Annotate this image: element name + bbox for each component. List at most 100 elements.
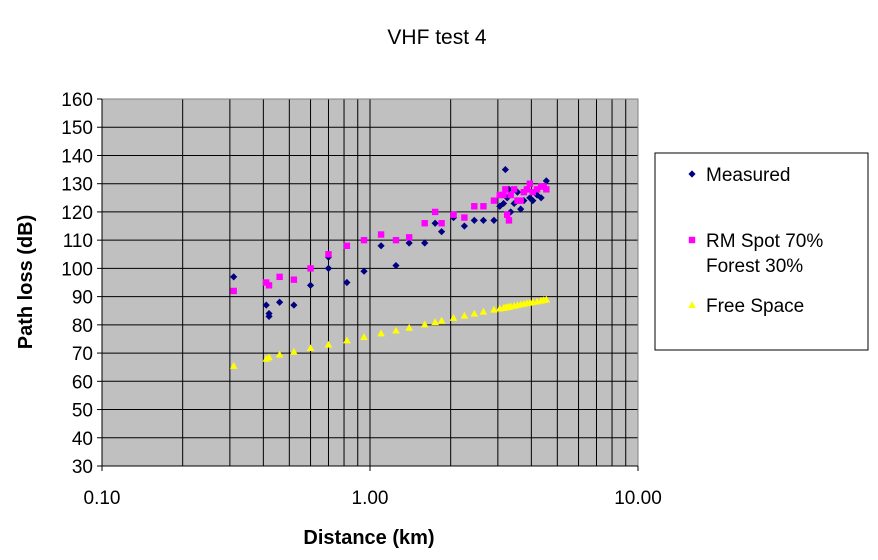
data-point xyxy=(392,326,400,334)
data-point xyxy=(360,236,368,244)
data-point xyxy=(230,273,238,281)
y-tick-label: 80 xyxy=(72,316,93,337)
y-tick-label: 150 xyxy=(61,118,93,139)
y-tick-label: 140 xyxy=(61,146,93,167)
data-point xyxy=(437,316,446,324)
data-point xyxy=(510,199,518,208)
data-point xyxy=(479,307,488,315)
y-tick-label: 110 xyxy=(63,231,93,252)
legend-label-line: RM Spot 70% xyxy=(706,231,823,252)
y-tick-label: 90 xyxy=(72,288,93,309)
y-axis-label: Path loss (dB) xyxy=(15,215,37,349)
data-point xyxy=(480,203,487,210)
data-point xyxy=(490,305,498,313)
data-point xyxy=(461,214,468,221)
data-point xyxy=(502,186,509,193)
data-point xyxy=(542,295,551,303)
data-point xyxy=(377,329,385,337)
data-point xyxy=(517,197,524,204)
legend-marker xyxy=(688,170,696,178)
data-point xyxy=(523,186,531,193)
x-tick-label: 10.00 xyxy=(614,488,662,509)
data-point xyxy=(438,228,446,236)
y-tick-label: 50 xyxy=(72,401,93,422)
data-point xyxy=(343,278,351,287)
data-point xyxy=(290,276,298,283)
data-point xyxy=(307,265,314,272)
data-point xyxy=(306,281,315,289)
x-axis-label: Distance (km) xyxy=(303,527,434,549)
data-point xyxy=(306,344,315,352)
y-tick-label: 130 xyxy=(61,175,93,196)
data-point xyxy=(325,251,332,258)
legend-label: Measured xyxy=(706,165,791,186)
data-point xyxy=(405,234,413,241)
data-point xyxy=(420,320,429,328)
legend: Measured RM Spot 70% Forest 30% Free Space xyxy=(654,152,869,351)
data-point xyxy=(265,312,273,320)
legend-marker xyxy=(688,236,696,244)
data-point xyxy=(507,191,514,199)
data-point xyxy=(421,220,428,227)
data-point xyxy=(543,186,550,193)
data-point xyxy=(500,191,507,199)
data-point xyxy=(275,350,284,358)
y-tick-label: 120 xyxy=(61,203,93,224)
series-triangle xyxy=(229,295,551,369)
data-point xyxy=(377,231,385,238)
y-tick-label: 60 xyxy=(72,372,93,393)
legend-marker xyxy=(688,301,696,309)
data-point xyxy=(230,287,237,295)
data-point xyxy=(262,301,270,309)
data-point xyxy=(431,318,439,326)
data-point xyxy=(501,165,509,174)
data-point xyxy=(537,194,545,202)
legend-label: RM Spot 70% Forest 30% xyxy=(706,231,823,277)
data-point xyxy=(505,185,513,193)
y-tick-label: 40 xyxy=(72,429,93,450)
data-point xyxy=(471,203,478,210)
data-point xyxy=(276,298,284,306)
data-point xyxy=(290,301,298,309)
data-point xyxy=(450,211,457,218)
data-point xyxy=(438,220,445,227)
series-diamond xyxy=(230,165,550,320)
data-point xyxy=(392,236,400,244)
data-point xyxy=(324,340,333,348)
y-tick-label: 160 xyxy=(61,90,93,111)
data-point xyxy=(542,177,550,185)
data-point xyxy=(290,347,298,355)
data-point xyxy=(517,205,525,213)
y-tick-label: 100 xyxy=(61,259,93,280)
chart-title: VHF test 4 xyxy=(387,26,487,49)
series-layer xyxy=(229,165,551,369)
data-point xyxy=(229,361,238,369)
data-point xyxy=(265,282,273,289)
data-point xyxy=(490,216,498,224)
data-point xyxy=(460,311,469,319)
x-tick-label: 1.00 xyxy=(352,488,389,509)
data-point xyxy=(503,211,511,218)
grid-lines xyxy=(102,98,638,467)
data-point xyxy=(405,239,413,247)
data-point xyxy=(514,197,521,204)
data-point xyxy=(533,186,541,193)
legend-box xyxy=(654,152,869,351)
data-point xyxy=(479,216,488,224)
data-point xyxy=(529,188,536,196)
data-point xyxy=(526,194,534,202)
y-tick-label: 30 xyxy=(72,457,93,478)
tick-labels: 30 40 50 60 70 80 90 100 110 120 130 140 150 160 0.10 1… xyxy=(61,90,661,509)
data-point xyxy=(377,242,385,250)
data-point xyxy=(496,191,503,199)
data-point xyxy=(431,208,439,216)
data-point xyxy=(392,261,400,270)
x-tick-label: 0.10 xyxy=(84,488,121,509)
data-point xyxy=(421,239,429,247)
data-point xyxy=(510,186,518,193)
data-point xyxy=(526,180,534,187)
data-point xyxy=(470,216,478,224)
data-point xyxy=(470,309,479,317)
legend-items: Measured RM Spot 70% Forest 30% Free Space xyxy=(688,165,823,317)
